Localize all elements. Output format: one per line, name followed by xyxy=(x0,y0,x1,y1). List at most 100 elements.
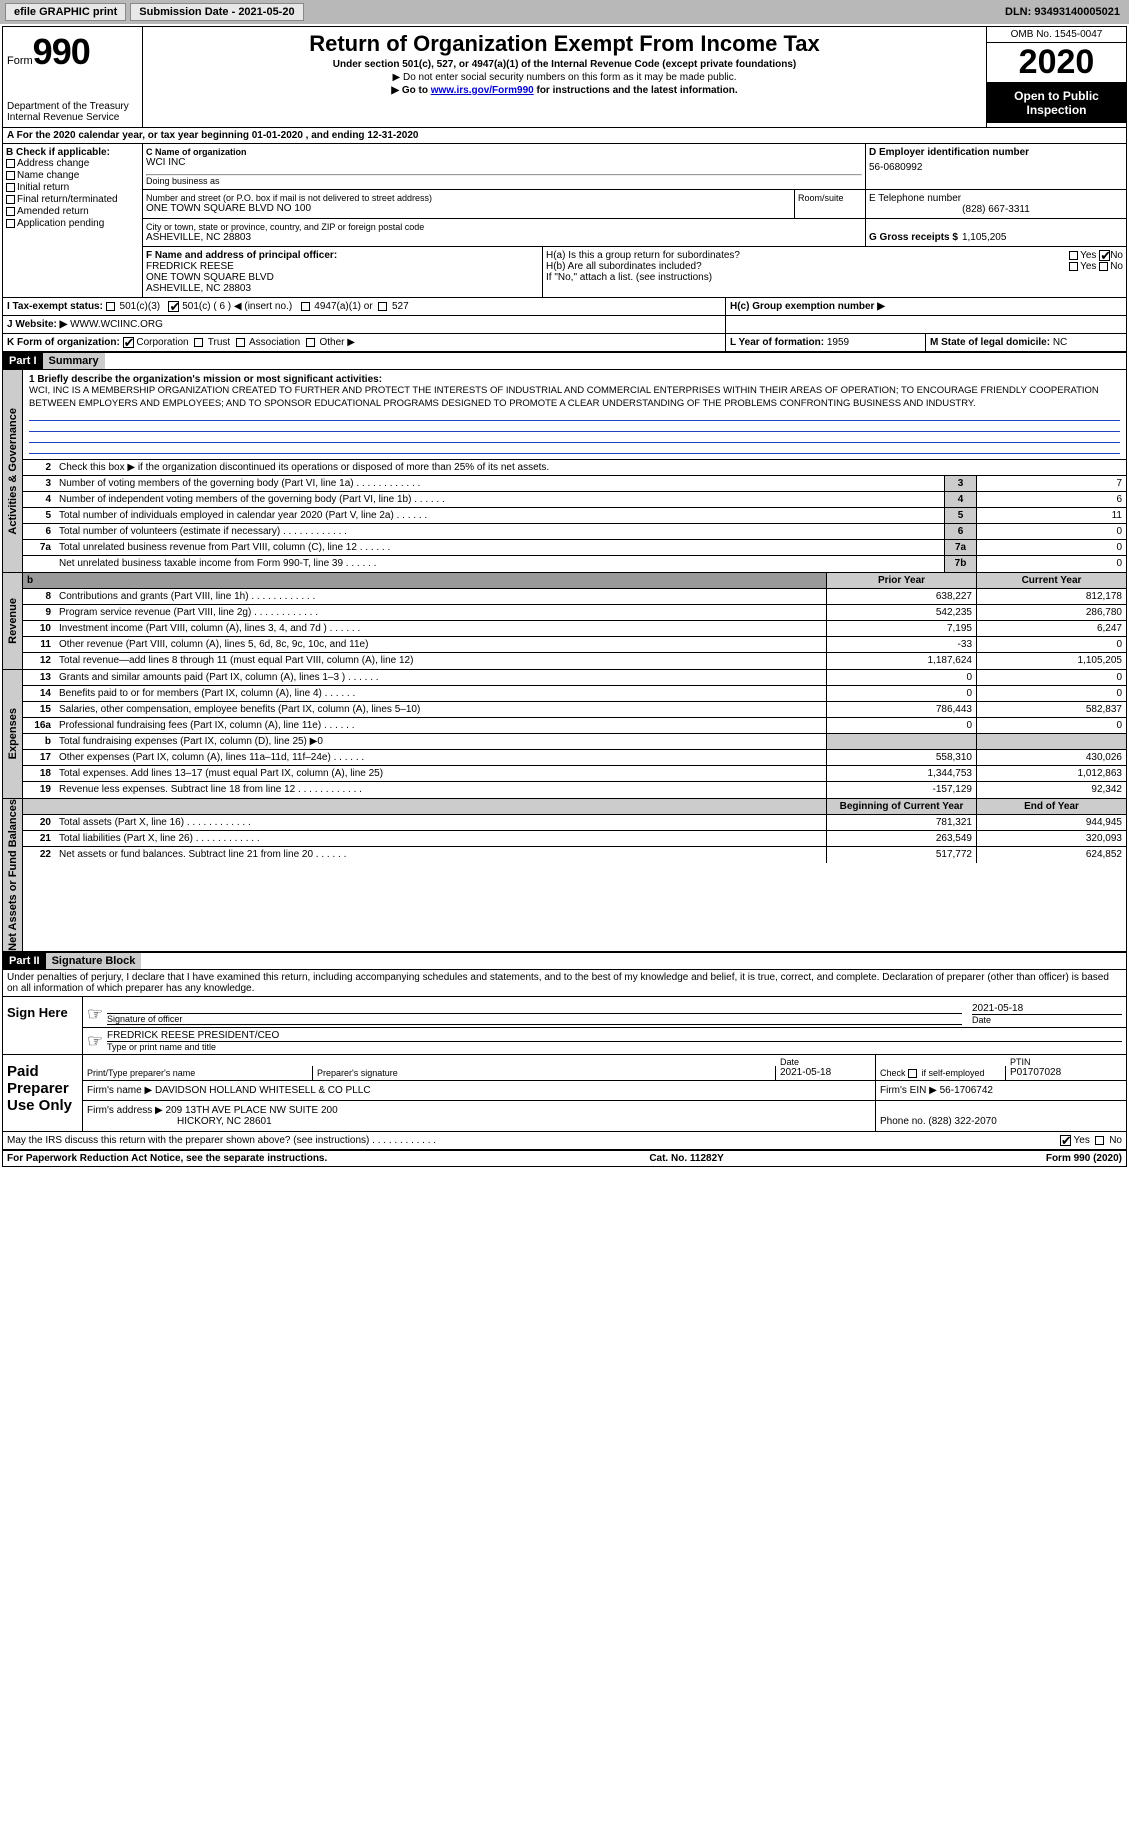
c16b xyxy=(976,734,1126,749)
chk-assoc[interactable] xyxy=(236,338,245,347)
addr-value: ONE TOWN SQUARE BLVD NO 100 xyxy=(146,203,791,214)
firm-phone: (828) 322-2070 xyxy=(928,1116,996,1127)
tab-expenses: Expenses xyxy=(3,670,23,798)
addr-label: Number and street (or P.O. box if mail i… xyxy=(146,193,791,203)
ptin-label: PTIN xyxy=(1010,1057,1122,1067)
form-title: Return of Organization Exempt From Incom… xyxy=(151,31,978,57)
l9: Program service revenue (Part VIII, line… xyxy=(55,605,826,620)
p12: 1,187,624 xyxy=(826,653,976,669)
goto-link[interactable]: www.irs.gov/Form990 xyxy=(431,85,534,96)
chk-self-employed[interactable] xyxy=(908,1069,917,1078)
chk-501c[interactable] xyxy=(168,301,179,312)
chk-name-change[interactable] xyxy=(6,171,15,180)
c20: 944,945 xyxy=(976,815,1126,830)
officer-addr1: ONE TOWN SQUARE BLVD xyxy=(146,272,539,283)
tax-year: 2020 xyxy=(987,43,1126,83)
topbar: efile GRAPHIC print Submission Date - 20… xyxy=(0,0,1129,24)
form-ref: Form 990 (2020) xyxy=(1046,1153,1122,1164)
ptin-value: P01707028 xyxy=(1010,1067,1122,1078)
l17: Other expenses (Part IX, column (A), lin… xyxy=(55,750,826,765)
c18: 1,012,863 xyxy=(976,766,1126,781)
l20: Total assets (Part X, line 16) xyxy=(55,815,826,830)
check-se: Check if self-employed xyxy=(880,1068,985,1078)
p9: 542,235 xyxy=(826,605,976,620)
header-right: OMB No. 1545-0047 2020 Open to Public In… xyxy=(986,27,1126,127)
section-revenue: Revenue b Prior Year Current Year 8Contr… xyxy=(3,573,1126,670)
part1-header: Part ISummary xyxy=(3,353,1126,370)
lbl-amended: Amended return xyxy=(17,206,89,217)
blue-line xyxy=(29,422,1120,432)
blue-line xyxy=(29,433,1120,443)
type-name-label: Type or print name and title xyxy=(107,1041,1122,1052)
irs-label: Internal Revenue Service xyxy=(7,112,138,123)
l22: Net assets or fund balances. Subtract li… xyxy=(55,847,826,863)
efile-button[interactable]: efile GRAPHIC print xyxy=(5,3,126,21)
chk-527[interactable] xyxy=(378,302,387,311)
discuss-yes[interactable] xyxy=(1060,1135,1071,1146)
phone-value: (828) 667-3311 xyxy=(869,204,1123,215)
l11: Other revenue (Part VIII, column (A), li… xyxy=(55,637,826,652)
chk-initial-return[interactable] xyxy=(6,183,15,192)
part2-title: Signature Block xyxy=(46,953,142,969)
dln: DLN: 93493140005021 xyxy=(1005,6,1124,18)
current-year-hdr: Current Year xyxy=(976,573,1126,588)
p16a: 0 xyxy=(826,718,976,733)
tab-net-assets: Net Assets or Fund Balances xyxy=(3,799,23,951)
lbl-name-change: Name change xyxy=(17,170,79,181)
p21: 263,549 xyxy=(826,831,976,846)
part2-bar: Part II xyxy=(3,953,46,969)
discuss-no-lbl: No xyxy=(1109,1135,1122,1146)
chk-501c3[interactable] xyxy=(106,302,115,311)
form-subtitle: Under section 501(c), 527, or 4947(a)(1)… xyxy=(151,59,978,70)
gross-receipts: 1,105,205 xyxy=(962,232,1007,243)
p14: 0 xyxy=(826,686,976,701)
phone-label: Phone no. xyxy=(880,1116,926,1127)
chk-4947[interactable] xyxy=(301,302,310,311)
p8: 638,227 xyxy=(826,589,976,604)
ha-label: H(a) Is this a group return for subordin… xyxy=(546,250,740,261)
chk-final-return[interactable] xyxy=(6,195,15,204)
firm-name: DAVIDSON HOLLAND WHITESELL & CO PLLC xyxy=(155,1085,371,1096)
chk-app-pending[interactable] xyxy=(6,219,15,228)
box-f-label: F Name and address of principal officer: xyxy=(146,250,539,261)
c21: 320,093 xyxy=(976,831,1126,846)
header-mid: Return of Organization Exempt From Incom… xyxy=(143,27,986,127)
chk-address-change[interactable] xyxy=(6,159,15,168)
c22: 624,852 xyxy=(976,847,1126,863)
firm-addr1: 209 13TH AVE PLACE NW SUITE 200 xyxy=(166,1105,338,1116)
goto-post: for instructions and the latest informat… xyxy=(534,85,738,96)
header-left: Form990 Department of the Treasury Inter… xyxy=(3,27,143,127)
ha-yes-lbl: Yes xyxy=(1080,250,1096,261)
l6-text: Total number of volunteers (estimate if … xyxy=(55,524,944,539)
lbl-app-pending: Application pending xyxy=(17,218,104,229)
v3: 7 xyxy=(976,476,1126,491)
city-label: City or town, state or province, country… xyxy=(146,222,862,232)
chk-trust[interactable] xyxy=(194,338,203,347)
box-c-name-label: C Name of organization xyxy=(146,147,862,157)
row-i-label: I Tax-exempt status: xyxy=(7,301,103,312)
penalty-text: Under penalties of perjury, I declare th… xyxy=(3,970,1126,997)
ha-no[interactable] xyxy=(1099,250,1110,261)
c12: 1,105,205 xyxy=(976,653,1126,669)
officer-addr2: ASHEVILLE, NC 28803 xyxy=(146,283,539,294)
form-number: 990 xyxy=(33,31,90,72)
hb-yes[interactable] xyxy=(1069,262,1078,271)
l16a: Professional fundraising fees (Part IX, … xyxy=(55,718,826,733)
firm-name-label: Firm's name ▶ xyxy=(87,1085,152,1096)
c14: 0 xyxy=(976,686,1126,701)
l16b: Total fundraising expenses (Part IX, col… xyxy=(55,734,826,749)
chk-amended[interactable] xyxy=(6,207,15,216)
part1-title: Summary xyxy=(43,353,105,369)
hb-label: H(b) Are all subordinates included? xyxy=(546,261,702,272)
lbl-527: 527 xyxy=(392,301,409,312)
chk-corp[interactable] xyxy=(123,337,134,348)
l3-text: Number of voting members of the governin… xyxy=(55,476,944,491)
signature-block: Under penalties of perjury, I declare th… xyxy=(3,970,1126,1151)
sig-officer-label: Signature of officer xyxy=(107,1013,962,1024)
ha-yes[interactable] xyxy=(1069,251,1078,260)
l10: Investment income (Part VIII, column (A)… xyxy=(55,621,826,636)
discuss-no[interactable] xyxy=(1095,1136,1104,1145)
lbl-other: Other ▶ xyxy=(319,337,354,348)
l15: Salaries, other compensation, employee b… xyxy=(55,702,826,717)
chk-other[interactable] xyxy=(306,338,315,347)
